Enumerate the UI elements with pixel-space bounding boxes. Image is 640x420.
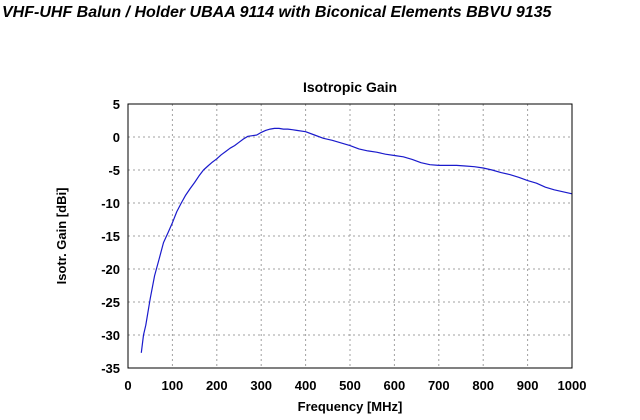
y-axis-label: Isotr. Gain [dBi] (54, 188, 69, 285)
y-tick-label: -20 (101, 262, 120, 277)
page-title: VHF-UHF Balun / Holder UBAA 9114 with Bi… (2, 4, 552, 21)
x-tick-label: 300 (250, 378, 272, 393)
x-tick-labels: 0 100 200 300 400 500 600 700 800 900 1000 (124, 378, 586, 393)
x-tick-label: 200 (206, 378, 228, 393)
plot-area-frame (127, 103, 573, 369)
y-tick-label: -5 (108, 163, 120, 178)
y-tick-label: -35 (101, 361, 120, 376)
y-tick-label: -10 (101, 196, 120, 211)
y-tick-label: -15 (101, 229, 120, 244)
x-tick-label: 800 (472, 378, 494, 393)
x-tick-label: 600 (384, 378, 406, 393)
x-tick-label: 500 (339, 378, 361, 393)
x-tick-label: 0 (124, 378, 131, 393)
x-tick-label: 700 (428, 378, 450, 393)
x-axis-label: Frequency [MHz] (298, 399, 403, 414)
y-tick-label: 5 (113, 97, 120, 112)
grid-lines (128, 104, 572, 368)
y-tick-labels: 5 0 -5 -10 -15 -20 -25 -30 -35 (101, 97, 120, 376)
x-tick-label: 900 (517, 378, 539, 393)
chart-title: Isotropic Gain (303, 79, 397, 95)
x-tick-label: 1000 (558, 378, 587, 393)
y-tick-label: 0 (113, 130, 120, 145)
gain-series-line (140, 127, 573, 353)
x-tick-label: 100 (162, 378, 184, 393)
y-tick-label: -25 (101, 295, 120, 310)
x-tick-label: 400 (295, 378, 317, 393)
data-series (140, 127, 573, 353)
y-tick-label: -30 (101, 328, 120, 343)
